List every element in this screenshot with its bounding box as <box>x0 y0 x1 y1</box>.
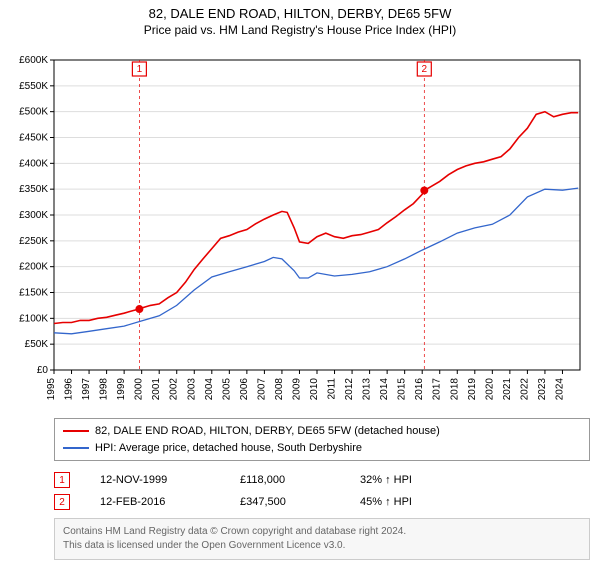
svg-text:2024: 2024 <box>554 378 565 401</box>
svg-text:£400K: £400K <box>19 158 48 169</box>
svg-text:2023: 2023 <box>537 378 548 401</box>
svg-text:1999: 1999 <box>116 378 127 401</box>
sale-date: 12-FEB-2016 <box>100 496 210 508</box>
svg-text:2004: 2004 <box>204 378 215 401</box>
svg-text:£600K: £600K <box>19 55 48 66</box>
svg-text:1995: 1995 <box>46 378 57 401</box>
svg-text:2010: 2010 <box>309 378 320 401</box>
legend-swatch <box>63 447 89 449</box>
footer-line-1: Contains HM Land Registry data © Crown c… <box>63 525 581 539</box>
svg-text:2011: 2011 <box>327 378 338 400</box>
sale-date: 12-NOV-1999 <box>100 474 210 486</box>
sale-marker-icon: 2 <box>54 494 70 510</box>
svg-text:1: 1 <box>137 64 143 75</box>
sale-row: 1 12-NOV-1999 £118,000 32% ↑ HPI <box>54 472 590 488</box>
sale-price: £347,500 <box>240 496 330 508</box>
svg-text:1996: 1996 <box>64 378 75 401</box>
svg-text:2015: 2015 <box>397 378 408 401</box>
svg-text:2: 2 <box>422 64 428 75</box>
svg-text:2022: 2022 <box>519 378 530 401</box>
legend-item: 82, DALE END ROAD, HILTON, DERBY, DE65 5… <box>63 423 581 440</box>
legend-label: 82, DALE END ROAD, HILTON, DERBY, DE65 5… <box>95 423 440 440</box>
svg-text:£150K: £150K <box>19 288 48 299</box>
svg-text:1998: 1998 <box>99 378 110 401</box>
footer-line-2: This data is licensed under the Open Gov… <box>63 539 581 553</box>
sale-vs-hpi: 45% ↑ HPI <box>360 496 412 508</box>
svg-text:2018: 2018 <box>449 378 460 401</box>
sale-price: £118,000 <box>240 474 330 486</box>
chart-legend: 82, DALE END ROAD, HILTON, DERBY, DE65 5… <box>54 418 590 461</box>
attribution-footer: Contains HM Land Registry data © Crown c… <box>54 518 590 560</box>
svg-text:£500K: £500K <box>19 107 48 118</box>
sale-vs-hpi: 32% ↑ HPI <box>360 474 412 486</box>
svg-text:2017: 2017 <box>432 378 443 401</box>
svg-text:2005: 2005 <box>221 378 232 401</box>
sale-row: 2 12-FEB-2016 £347,500 45% ↑ HPI <box>54 494 590 510</box>
legend-label: HPI: Average price, detached house, Sout… <box>95 440 362 457</box>
svg-text:2009: 2009 <box>291 378 302 401</box>
sales-table: 1 12-NOV-1999 £118,000 32% ↑ HPI 2 12-FEB-201… <box>54 466 590 510</box>
svg-text:£300K: £300K <box>19 210 48 221</box>
svg-text:2002: 2002 <box>169 378 180 401</box>
svg-text:2019: 2019 <box>467 378 478 401</box>
legend-swatch <box>63 430 89 432</box>
svg-text:1997: 1997 <box>81 378 92 401</box>
svg-text:£50K: £50K <box>25 339 49 350</box>
svg-text:2001: 2001 <box>151 378 162 401</box>
svg-text:2013: 2013 <box>362 378 373 401</box>
svg-text:2006: 2006 <box>239 378 250 401</box>
svg-text:£200K: £200K <box>19 262 48 273</box>
svg-text:2014: 2014 <box>379 378 390 401</box>
svg-text:2007: 2007 <box>256 378 267 401</box>
legend-item: HPI: Average price, detached house, Sout… <box>63 440 581 457</box>
page-subtitle: Price paid vs. HM Land Registry's House … <box>0 23 600 37</box>
svg-text:2021: 2021 <box>502 378 513 401</box>
sale-marker-icon: 1 <box>54 472 70 488</box>
svg-text:£100K: £100K <box>19 313 48 324</box>
page-title: 82, DALE END ROAD, HILTON, DERBY, DE65 5… <box>0 6 600 21</box>
price-chart: £0 £50K £100K £150K £200K £250K £300K £350K £400… <box>10 50 590 410</box>
svg-text:£550K: £550K <box>19 81 48 92</box>
svg-text:£350K: £350K <box>19 184 48 195</box>
svg-text:2020: 2020 <box>484 378 495 401</box>
svg-text:2016: 2016 <box>414 378 425 401</box>
svg-text:2012: 2012 <box>344 378 355 401</box>
svg-text:£0: £0 <box>37 365 49 376</box>
svg-text:2008: 2008 <box>274 378 285 401</box>
svg-text:£250K: £250K <box>19 236 48 247</box>
svg-text:2003: 2003 <box>186 378 197 401</box>
svg-text:£450K: £450K <box>19 133 48 144</box>
svg-text:2000: 2000 <box>134 378 145 401</box>
